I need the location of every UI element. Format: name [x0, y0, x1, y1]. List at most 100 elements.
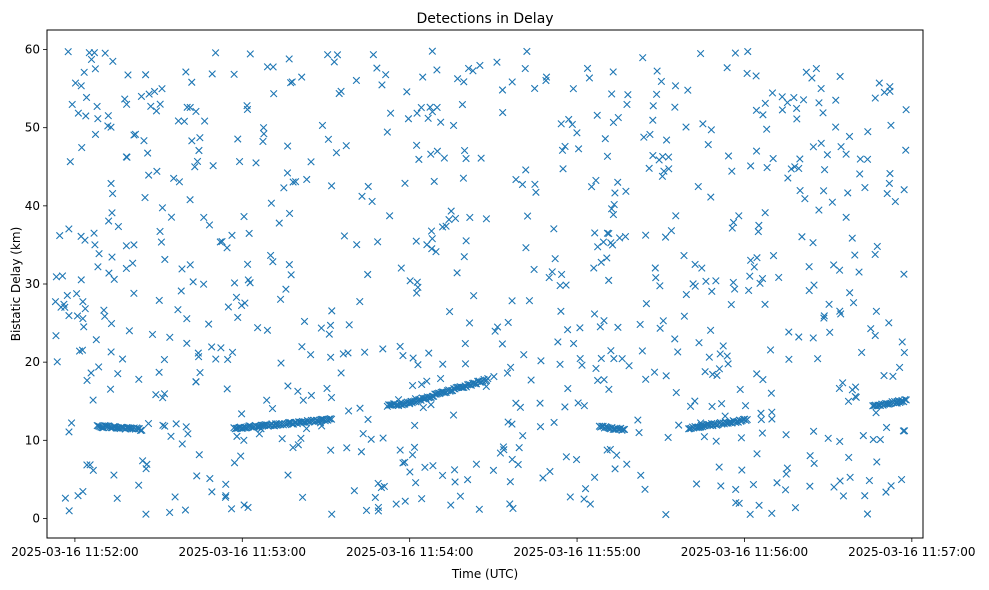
data-point — [364, 182, 372, 191]
data-point — [561, 403, 569, 411]
data-point — [138, 457, 147, 465]
data-point — [476, 61, 484, 70]
data-point — [89, 396, 97, 404]
data-point — [601, 135, 609, 143]
data-point — [530, 265, 538, 274]
data-point — [267, 199, 276, 207]
data-point — [645, 164, 653, 173]
data-point — [872, 307, 881, 315]
chart-title: Detections in Delay — [416, 11, 553, 27]
data-point — [237, 301, 246, 310]
data-point — [392, 500, 400, 508]
data-point — [424, 114, 432, 123]
data-point — [339, 350, 348, 358]
data-point — [141, 71, 150, 79]
data-point — [566, 493, 574, 501]
data-point — [692, 480, 701, 488]
data-point — [440, 154, 449, 162]
data-point — [609, 210, 618, 219]
data-point — [614, 323, 622, 332]
data-point — [828, 198, 837, 206]
data-point — [791, 163, 799, 171]
data-point — [449, 411, 458, 419]
data-point — [649, 116, 657, 124]
data-point — [820, 312, 828, 320]
data-point — [551, 254, 559, 263]
data-point — [330, 58, 338, 66]
data-point — [825, 300, 833, 309]
data-point — [114, 222, 123, 231]
data-point — [326, 321, 335, 330]
data-point — [428, 235, 436, 243]
data-point — [129, 259, 137, 267]
data-point — [246, 50, 254, 58]
data-point — [186, 103, 194, 112]
data-point — [530, 84, 539, 93]
data-point — [532, 188, 540, 196]
data-point — [140, 136, 148, 145]
data-point — [766, 346, 775, 354]
data-point — [362, 506, 371, 515]
data-point — [768, 89, 777, 97]
data-point — [159, 421, 167, 429]
data-point — [664, 433, 672, 442]
data-point — [458, 100, 467, 109]
data-point — [580, 402, 589, 410]
data-point — [367, 435, 375, 443]
data-point — [546, 467, 554, 476]
data-point — [603, 229, 612, 237]
data-point — [863, 510, 872, 518]
data-point — [880, 88, 889, 97]
data-point — [323, 50, 332, 59]
data-point — [845, 453, 853, 462]
data-point — [356, 297, 364, 306]
data-point — [77, 82, 85, 90]
data-point — [188, 78, 196, 86]
data-point — [277, 359, 285, 367]
data-point — [65, 507, 73, 515]
data-point — [525, 297, 534, 305]
data-point — [634, 416, 642, 424]
data-point — [414, 361, 422, 369]
data-point — [778, 106, 787, 114]
data-point — [439, 360, 447, 368]
data-point — [767, 389, 776, 397]
data-point — [882, 488, 890, 496]
data-point — [328, 510, 336, 518]
data-point — [813, 355, 822, 363]
data-point — [578, 361, 586, 369]
data-point — [859, 431, 868, 440]
data-point — [737, 434, 746, 442]
data-point — [148, 330, 157, 339]
data-point — [182, 68, 190, 76]
data-point — [691, 282, 699, 290]
data-point — [270, 89, 278, 98]
data-point — [222, 480, 230, 489]
data-point — [671, 82, 680, 90]
data-point — [576, 354, 584, 363]
data-point — [809, 427, 818, 435]
data-point — [556, 360, 564, 369]
data-point — [317, 324, 326, 332]
data-point — [838, 379, 847, 387]
data-point — [837, 143, 845, 151]
data-point — [327, 415, 336, 423]
data-point — [796, 186, 804, 195]
data-point — [795, 164, 803, 173]
data-point — [110, 471, 118, 479]
data-point — [738, 466, 746, 474]
data-point — [460, 78, 468, 86]
data-point — [396, 342, 404, 351]
data-point — [56, 231, 64, 240]
data-point — [155, 368, 163, 376]
data-point — [521, 64, 529, 73]
data-point — [150, 87, 159, 96]
data-point — [91, 130, 100, 139]
data-point — [409, 354, 417, 362]
data-point — [671, 335, 679, 343]
data-point — [815, 99, 823, 107]
data-point — [181, 506, 190, 514]
data-point — [211, 49, 220, 57]
data-point — [222, 491, 230, 500]
